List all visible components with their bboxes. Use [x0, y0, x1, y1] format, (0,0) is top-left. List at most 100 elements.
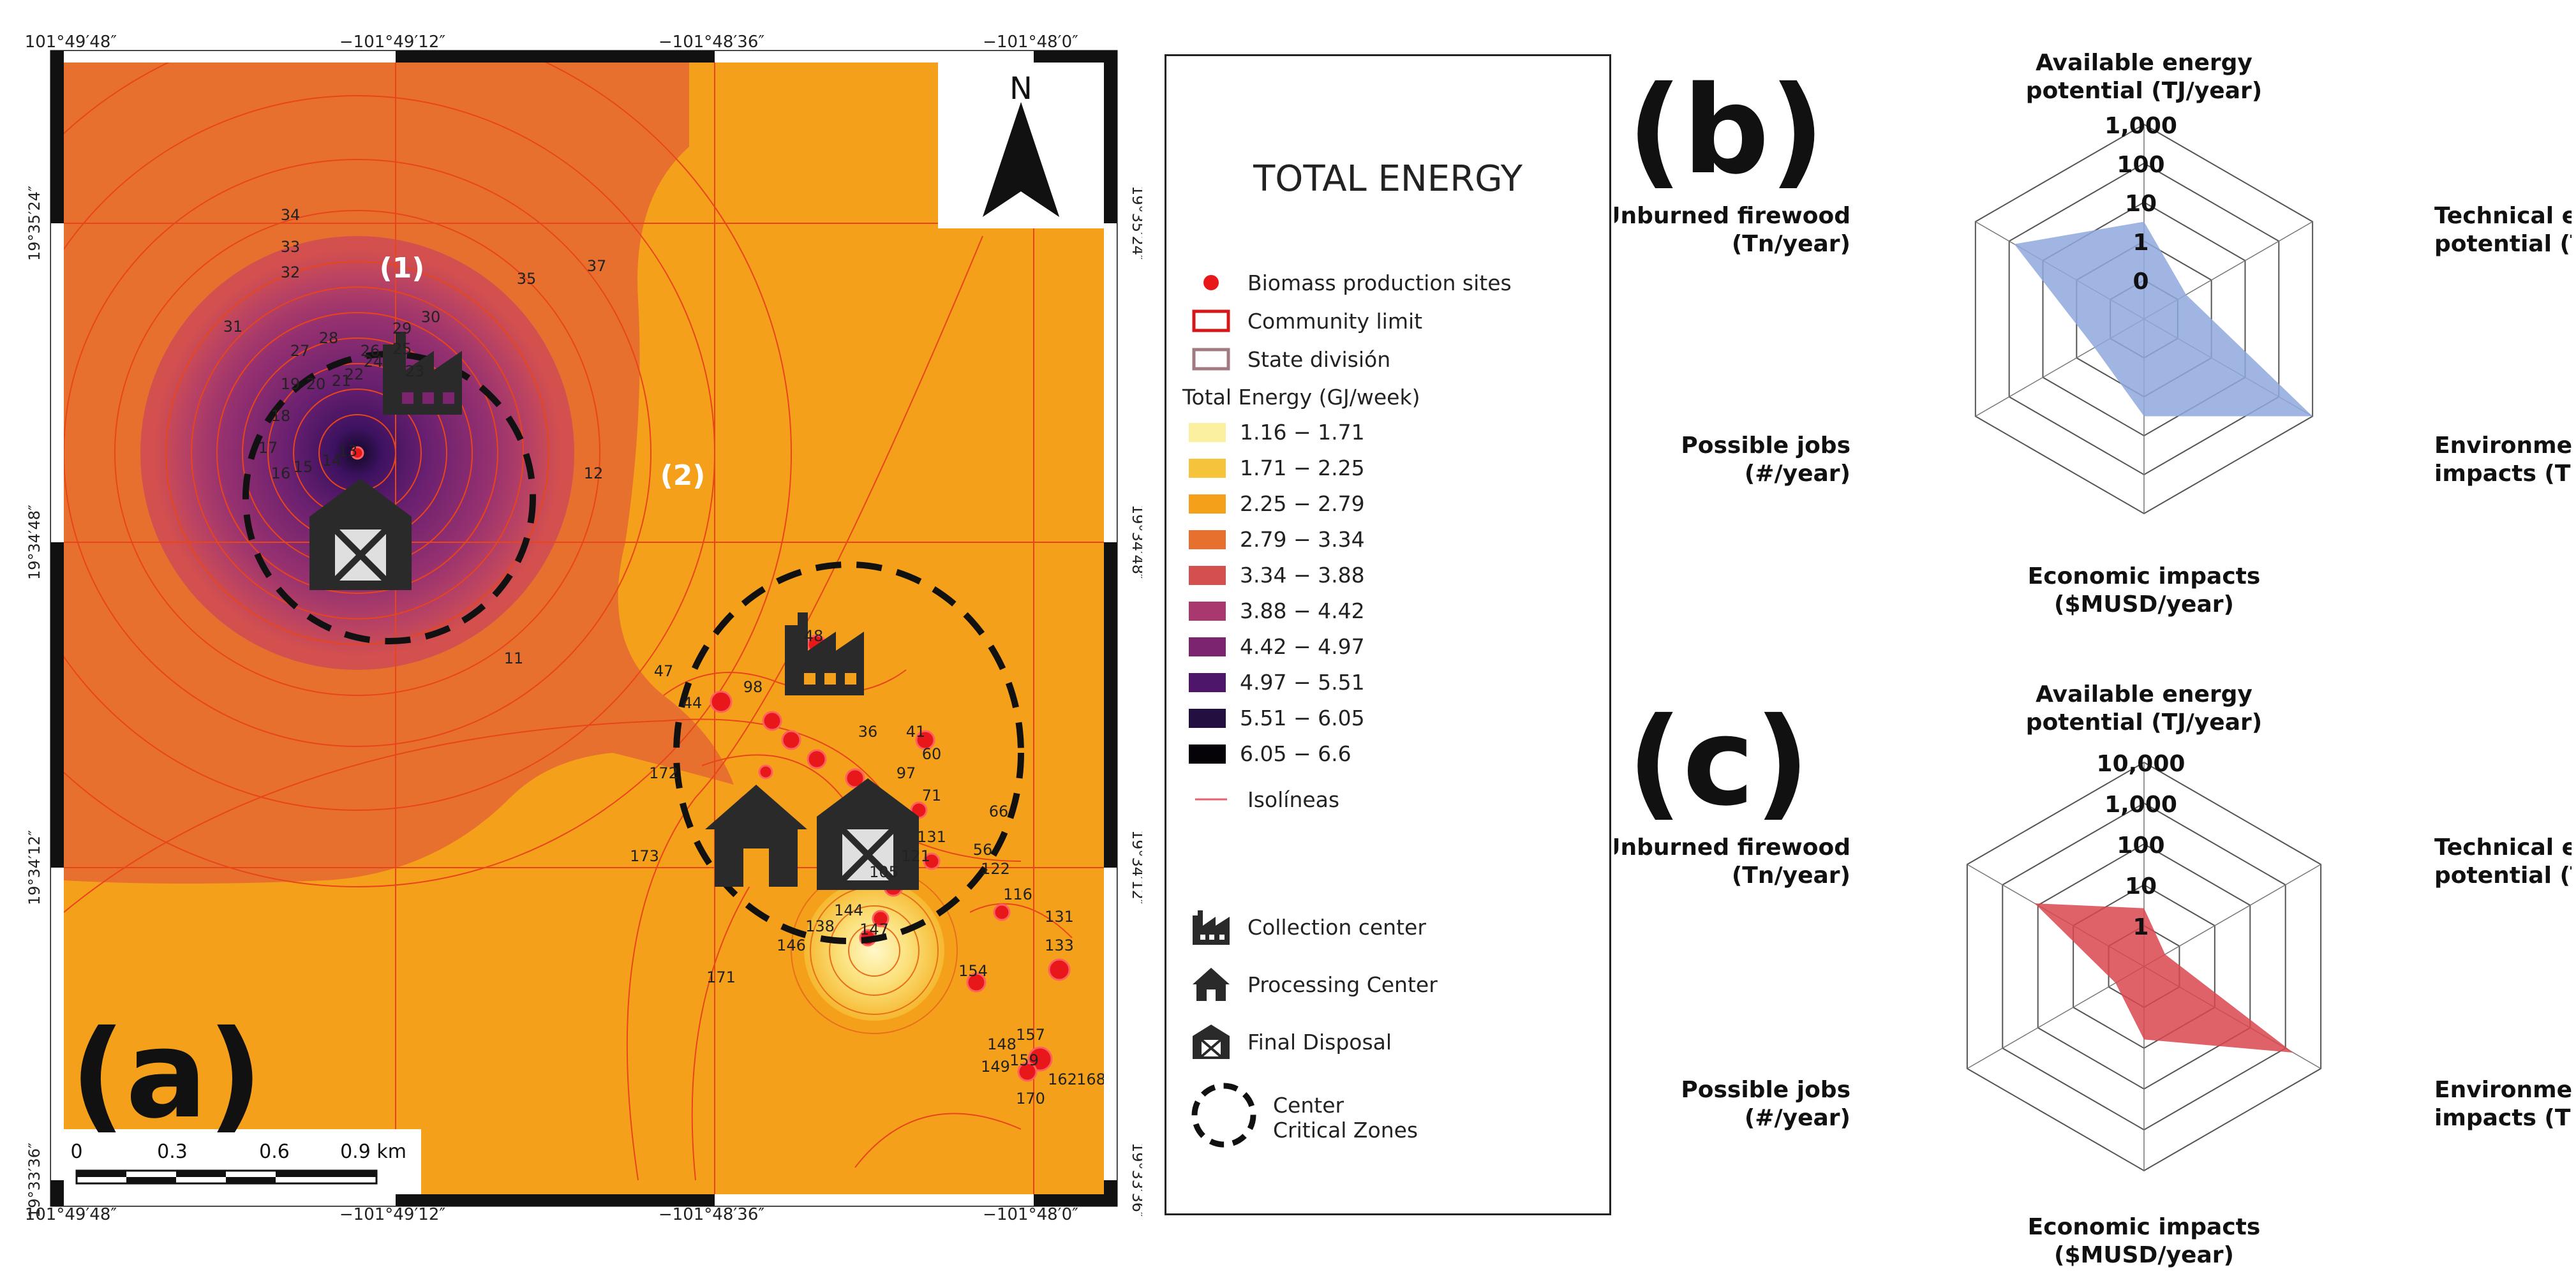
- isoline-label: 21: [332, 372, 352, 390]
- isoline-label: 116: [1003, 885, 1032, 903]
- radar-axis-label: Unburned firewood (Tn/year): [1614, 834, 1850, 889]
- isoline-label: 170: [1016, 1090, 1045, 1107]
- isoline-label: 172: [649, 764, 678, 782]
- isoline-label: 97: [897, 764, 916, 782]
- radar-axis-label: Available energy potential (TJ/year): [2026, 50, 2262, 104]
- coord-right-1: 19°35′24″: [1129, 186, 1142, 261]
- legend-class-10: 6.05 − 6.6: [1189, 741, 1351, 766]
- legend-final-disposal: Final Disposal: [1189, 1023, 1392, 1061]
- legend-class-label: 2.25 − 2.79: [1240, 491, 1365, 516]
- legend-class-swatch: [1189, 744, 1226, 764]
- isoline-label: 31: [223, 318, 243, 336]
- legend-energy-header: Total Energy (GJ/week): [1182, 385, 1420, 410]
- isoline-label: 131: [917, 828, 946, 846]
- coord-top-4: −101°48′0″: [983, 33, 1078, 52]
- isoline-label: 149: [981, 1058, 1010, 1076]
- legend-class-8: 4.97 − 5.51: [1189, 670, 1365, 695]
- north-arrow-icon: N: [983, 71, 1059, 217]
- isoline-label: 47: [654, 662, 674, 680]
- isoline-label: 168: [1076, 1070, 1106, 1088]
- legend-class-swatch: [1189, 637, 1226, 656]
- isoline-label: 48: [804, 627, 824, 645]
- legend-class-label: 3.34 − 3.88: [1240, 563, 1365, 588]
- legend-isolines: Isolíneas: [1189, 780, 1339, 818]
- isoline-label: 105: [869, 863, 898, 881]
- isoline-label: 146: [777, 937, 806, 954]
- legend-class-swatch: [1189, 708, 1226, 728]
- final-disposal-icon-2: [817, 778, 919, 890]
- isoline-label: 133: [1045, 937, 1074, 954]
- isoline-label: 34: [281, 206, 301, 224]
- isoline-label: 44: [683, 694, 703, 712]
- coord-right-4: 19°33′36″: [1129, 1143, 1142, 1218]
- radar-ring-label: 10: [2125, 873, 2157, 900]
- zone-label-2: (2): [660, 459, 706, 492]
- isoline-label: 25: [392, 340, 412, 358]
- collection-center-icon-2: [785, 612, 864, 695]
- isoline-label: 17: [258, 439, 278, 457]
- isoline-label: 56: [973, 841, 993, 859]
- legend-critical-line2: Critical Zones: [1273, 1118, 1418, 1143]
- legend-disposal-label: Final Disposal: [1247, 1029, 1392, 1055]
- coord-left-1: 19°35′24″: [26, 186, 43, 261]
- isoline-label: 171: [706, 968, 736, 986]
- legend-community-label: Community limit: [1247, 308, 1423, 334]
- isoline-label: 147: [860, 921, 889, 938]
- legend-class-6: 3.88 − 4.42: [1189, 598, 1365, 623]
- isoline-label: 98: [743, 678, 763, 696]
- isoline-label: 27: [290, 342, 310, 360]
- north-label: N: [1009, 71, 1032, 107]
- legend-class-9: 5.51 − 6.05: [1189, 706, 1365, 730]
- coord-right-2: 19°34′48″: [1129, 505, 1142, 580]
- isoline-label: 33: [281, 238, 301, 256]
- radar-ring-label: 10: [2125, 191, 2157, 217]
- radar-axis-label: Environmentalimpacts (TnCO2): [2434, 433, 2572, 487]
- scale-label-0: 0: [70, 1141, 82, 1163]
- isoline-label: 148: [987, 1035, 1016, 1053]
- legend-class-swatch: [1189, 601, 1226, 621]
- scale-bar: 0 0.3 0.6 0.9 km: [64, 1129, 421, 1194]
- barn-icon: [1189, 1023, 1233, 1061]
- isoline-label: 121: [901, 847, 930, 865]
- radar-series-area: [2014, 221, 2313, 417]
- map-border-ticks: [51, 51, 1117, 1206]
- coord-bottom-3: −101°48′36″: [659, 1205, 764, 1224]
- coords-bottom: −101°49′48″ −101°49′12″ −101°48′36″ −101…: [11, 1205, 1078, 1224]
- radar-series-area: [2034, 903, 2293, 1053]
- red-dot-icon: [1189, 263, 1233, 302]
- dashed-circle-icon: [1189, 1080, 1259, 1150]
- legend-class-swatch: [1189, 494, 1226, 514]
- radar-axis-label: Environmentalimpacts (TnCO2): [2434, 1077, 2572, 1131]
- radar-ring-label: 10,000: [2097, 751, 2185, 777]
- radar-axis-label: Unburned firewood (Tn/year): [1614, 203, 1850, 257]
- radar-spoke: [1967, 966, 2145, 1069]
- isoline-label: 13: [338, 442, 358, 460]
- isoline-label: 14: [322, 452, 342, 470]
- legend-critical-line1: Center: [1273, 1093, 1344, 1118]
- energy-map: −101°49′48″ −101°49′12″ −101°48′36″ −101…: [11, 32, 1147, 1225]
- isoline-label: 15: [294, 458, 313, 476]
- house-icon: [1189, 965, 1233, 1004]
- radar-ring-label: 100: [2117, 152, 2164, 178]
- scale-label-2: 0.6: [259, 1141, 290, 1163]
- coord-top-3: −101°48′36″: [659, 33, 764, 52]
- isoline-label: 138: [805, 917, 835, 935]
- legend-class-4: 2.79 − 3.34: [1189, 527, 1365, 552]
- scale-label-1: 0.3: [157, 1141, 188, 1163]
- radar-spoke: [2143, 864, 2321, 967]
- isoline-icon: [1189, 780, 1233, 818]
- radar-ring-label: 1: [2133, 914, 2148, 940]
- legend-class-label: 6.05 − 6.6: [1240, 741, 1351, 766]
- factory-icon: [1189, 908, 1233, 946]
- legend-class-1: 1.16 − 1.71: [1189, 420, 1365, 445]
- radar-axis-label: Available energy potential (TJ/year): [2026, 681, 2262, 736]
- map-panel-letter: (a): [70, 1004, 263, 1145]
- radar-chart-c: 1 10 100 1,000 10,000 Available energy potenti…: [1602, 638, 2576, 1270]
- isoline-label: 11: [504, 649, 524, 667]
- radar-chart-b: 0 1 10 100 1,000 Available energy potential (T…: [1602, 13, 2576, 625]
- final-disposal-icon: [309, 478, 412, 590]
- coord-left-3: 19°34′12″: [26, 830, 43, 905]
- radar-ring-label: 1: [2133, 230, 2148, 256]
- isoline-label: 41: [906, 723, 926, 741]
- isoline-label: 131: [1045, 908, 1074, 926]
